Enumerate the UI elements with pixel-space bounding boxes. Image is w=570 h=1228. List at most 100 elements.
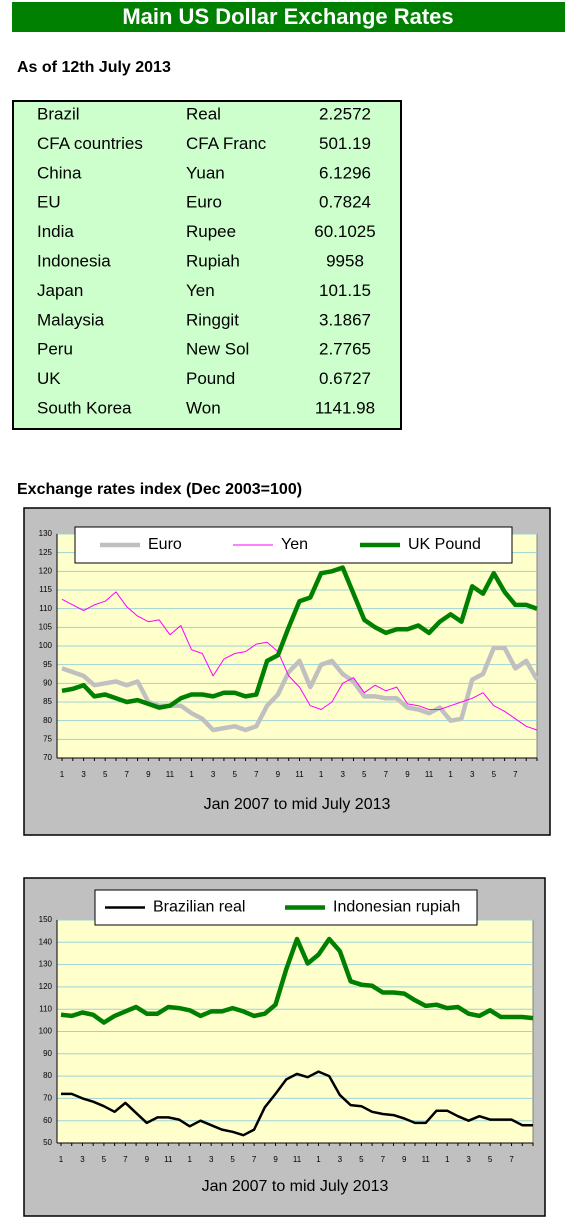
table-cell: EU [37, 193, 61, 212]
table-cell: Yen [186, 281, 215, 300]
table-cell: Pound [186, 369, 235, 388]
x-tick-label: 9 [146, 770, 151, 779]
x-axis-label: Jan 2007 to mid July 2013 [204, 796, 391, 813]
x-tick-label: 1 [448, 770, 453, 779]
table-cell: 60.1025 [314, 222, 375, 241]
section-title: Exchange rates index (Dec 2003=100) [17, 481, 302, 498]
table-cell: Yuan [186, 163, 225, 182]
y-tick-label: 60 [43, 1116, 52, 1125]
legend-label: UK Pound [408, 536, 481, 553]
x-tick-label: 7 [513, 770, 518, 779]
table-cell: 0.7824 [319, 193, 371, 212]
legend-label: Yen [281, 536, 308, 553]
x-tick-label: 1 [59, 1155, 64, 1164]
x-tick-label: 3 [80, 1155, 85, 1164]
y-tick-label: 50 [43, 1138, 52, 1147]
x-tick-label: 11 [425, 770, 434, 779]
table-cell: 1141.98 [315, 398, 375, 417]
series-line [61, 565, 538, 710]
x-tick-label: 5 [230, 1155, 235, 1164]
y-tick-label: 120 [39, 566, 53, 575]
x-tick-label: 7 [384, 770, 389, 779]
y-tick-label: 120 [39, 982, 53, 991]
rates-table [12, 100, 402, 430]
y-tick-label: 150 [39, 915, 53, 924]
table-cell: New Sol [186, 340, 249, 359]
table-cell: 2.2572 [319, 104, 371, 123]
table-cell: Peru [37, 340, 73, 359]
table-cell: 501.19 [319, 134, 371, 153]
y-tick-label: 100 [39, 641, 53, 650]
table-cell: Euro [186, 193, 222, 212]
table-cell: Rupiah [186, 251, 240, 270]
table-cell: 2.7765 [319, 340, 371, 359]
y-tick-label: 105 [39, 622, 53, 631]
x-tick-label: 11 [293, 1155, 302, 1164]
x-tick-label: 1 [188, 1155, 193, 1164]
legend-label: Indonesian rupiah [333, 899, 460, 916]
series-line [61, 591, 538, 731]
table-cell: CFA Franc [186, 134, 267, 153]
x-tick-label: 5 [103, 770, 108, 779]
table-cell: Rupee [186, 222, 236, 241]
x-tick-label: 7 [252, 1155, 257, 1164]
y-tick-label: 100 [39, 1027, 53, 1036]
x-tick-label: 3 [81, 770, 86, 779]
y-tick-label: 125 [39, 548, 53, 557]
table-cell: Won [186, 398, 221, 417]
x-tick-label: 1 [319, 770, 324, 779]
x-tick-label: 11 [164, 1155, 173, 1164]
x-tick-label: 9 [402, 1155, 407, 1164]
table-cell: Real [186, 104, 221, 123]
table-cell: Indonesia [37, 251, 111, 270]
x-tick-label: 9 [276, 770, 281, 779]
x-tick-label: 9 [273, 1155, 278, 1164]
x-tick-label: 11 [295, 770, 304, 779]
y-tick-label: 70 [43, 753, 52, 762]
x-tick-label: 9 [145, 1155, 150, 1164]
x-tick-label: 3 [338, 1155, 343, 1164]
x-tick-label: 5 [492, 770, 497, 779]
table-cell: Japan [37, 281, 83, 300]
table-cell: UK [37, 369, 61, 388]
x-tick-label: 7 [125, 770, 130, 779]
series-line [60, 936, 534, 1025]
y-tick-label: 80 [43, 716, 52, 725]
table-cell: India [37, 222, 74, 241]
table-cell: 101.15 [319, 281, 371, 300]
x-tick-label: 5 [102, 1155, 107, 1164]
x-axis-label: Jan 2007 to mid July 2013 [202, 1178, 389, 1195]
table-cell: 6.1296 [319, 163, 371, 182]
y-tick-label: 85 [43, 697, 52, 706]
x-tick-label: 3 [209, 1155, 214, 1164]
x-tick-label: 1 [60, 770, 65, 779]
legend-box [74, 526, 513, 564]
x-tick-label: 5 [488, 1155, 493, 1164]
y-tick-label: 70 [43, 1094, 52, 1103]
y-tick-label: 75 [43, 734, 52, 743]
table-cell: Ringgit [186, 310, 239, 329]
x-tick-label: 5 [362, 770, 367, 779]
y-tick-label: 115 [39, 585, 52, 594]
x-tick-label: 3 [211, 770, 216, 779]
x-tick-label: 7 [123, 1155, 128, 1164]
table-cell: South Korea [37, 398, 132, 417]
y-tick-label: 110 [39, 604, 52, 613]
table-cell: China [37, 163, 82, 182]
x-tick-label: 1 [445, 1155, 450, 1164]
x-tick-label: 1 [316, 1155, 321, 1164]
y-tick-label: 140 [39, 937, 53, 946]
title-bar [12, 2, 565, 32]
y-tick-label: 130 [39, 960, 53, 969]
date-line: As of 12th July 2013 [17, 59, 171, 76]
y-tick-label: 90 [43, 678, 52, 687]
series-line [61, 645, 539, 733]
x-tick-label: 5 [233, 770, 238, 779]
series-line [61, 1070, 533, 1137]
table-cell: 9958 [326, 251, 364, 270]
x-tick-label: 11 [422, 1155, 431, 1164]
legend-label: Brazilian real [153, 899, 245, 916]
y-tick-label: 130 [39, 529, 53, 538]
y-tick-label: 95 [43, 660, 52, 669]
